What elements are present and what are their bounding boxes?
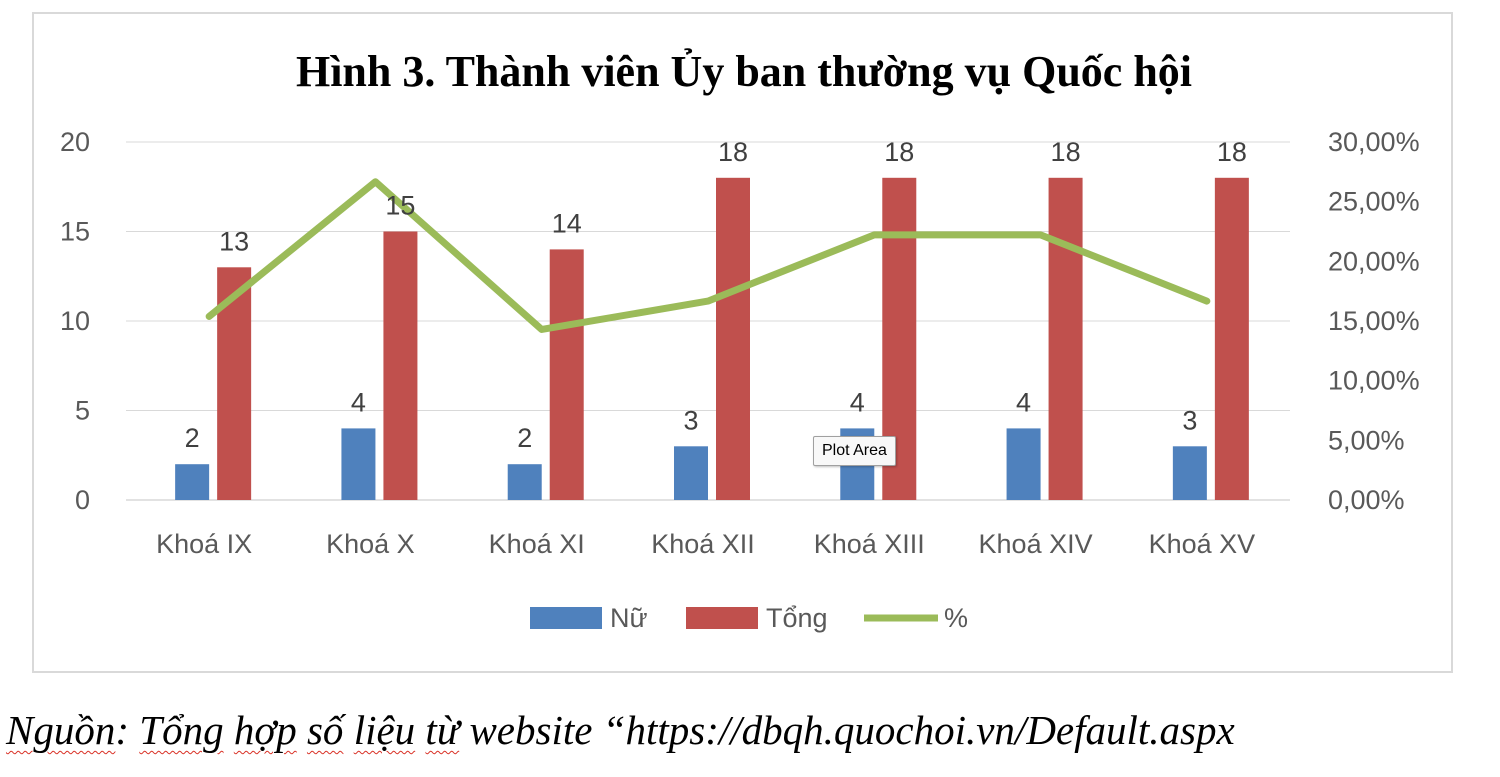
category-label: Khoá XII xyxy=(651,529,755,559)
category-label: Khoá XIV xyxy=(979,529,1093,559)
data-label-nu: 4 xyxy=(351,387,366,417)
data-label-nu: 2 xyxy=(517,423,532,453)
right-axis-tick: 30,00% xyxy=(1328,127,1420,157)
left-axis-tick: 5 xyxy=(75,396,90,426)
source-word-6: từ xyxy=(425,707,460,753)
bar-nu xyxy=(507,464,542,500)
bar-nu xyxy=(175,464,210,500)
source-word-1: Nguồn xyxy=(6,707,116,753)
category-label: Khoá IX xyxy=(156,529,252,559)
source-space-3 xyxy=(343,707,353,753)
chart-title: Hình 3. Thành viên Ủy ban thường vụ Quốc… xyxy=(296,47,1192,96)
data-label-tong: 18 xyxy=(1217,137,1247,167)
bar-nu xyxy=(1006,428,1041,500)
bar-nu xyxy=(1172,446,1207,500)
legend-label-percent: % xyxy=(944,603,968,633)
category-label: Khoá X xyxy=(326,529,415,559)
category-axis: Khoá IX Khoá X Khoá XI Khoá XII Khoá XIII Kho… xyxy=(156,529,1255,559)
left-axis-tick: 15 xyxy=(60,217,90,247)
right-axis-tick: 0,00% xyxy=(1328,485,1405,515)
bar-tong xyxy=(549,249,584,500)
source-word-5: liệu xyxy=(353,707,416,753)
category-label: Khoá XIII xyxy=(814,529,925,559)
data-label-tong: 13 xyxy=(219,226,249,256)
right-axis-tick: 15,00% xyxy=(1328,306,1420,336)
source-space-2 xyxy=(297,707,307,753)
right-axis-tick: 20,00% xyxy=(1328,246,1420,276)
bar-nu xyxy=(341,428,376,500)
legend-swatch-nu xyxy=(530,607,602,629)
data-label-nu: 3 xyxy=(1182,405,1197,435)
source-note: Nguồn: Tổng hợp số liệu từ website “http… xyxy=(6,706,1500,754)
percent-line xyxy=(205,178,1211,333)
data-label-tong: 18 xyxy=(884,137,914,167)
bar-nu xyxy=(674,446,708,500)
left-axis: 0 5 10 15 20 xyxy=(60,127,90,515)
right-axis-tick: 5,00% xyxy=(1328,425,1405,455)
right-axis: 0,00% 5,00% 10,00% 15,00% 20,00% 25,00% 30,00% xyxy=(1328,127,1420,515)
bars xyxy=(175,177,1249,501)
source-word-4: số xyxy=(306,707,344,753)
data-label-tong: 15 xyxy=(385,191,415,221)
chart: Hình 3. Thành viên Ủy ban thường vụ Quốc… xyxy=(60,47,1420,633)
left-axis-tick: 20 xyxy=(60,127,90,157)
data-label-tong: 18 xyxy=(718,137,748,167)
source-space-4 xyxy=(415,707,425,753)
category-label: Khoá XV xyxy=(1149,529,1256,559)
bar-tong xyxy=(1048,177,1083,501)
bar-tong xyxy=(383,231,418,500)
left-axis-tick: 10 xyxy=(60,306,90,336)
data-label-tong: 14 xyxy=(552,208,582,238)
source-word-2: Tổng xyxy=(139,707,224,753)
legend-label-tong: Tổng xyxy=(766,603,828,633)
data-labels: 2 13 4 15 2 14 3 18 4 18 4 18 3 18 xyxy=(185,137,1247,453)
percent-line-path xyxy=(205,178,1211,333)
chart-frame: Hình 3. Thành viên Ủy ban thường vụ Quốc… xyxy=(32,12,1453,673)
bar-tong xyxy=(1214,177,1249,501)
legend-swatch-tong xyxy=(686,607,758,629)
legend[interactable]: Nữ Tổng% xyxy=(530,603,968,633)
source-rest: website “https://dbqh.quochoi.vn/Default… xyxy=(459,707,1235,753)
category-label: Khoá XI xyxy=(489,529,585,559)
source-space-1 xyxy=(224,707,234,753)
source-word-3: hợp xyxy=(233,707,297,753)
bar-tong xyxy=(716,177,750,501)
data-label-tong: 18 xyxy=(1051,137,1081,167)
left-axis-tick: 0 xyxy=(75,485,90,515)
source-colon: : xyxy=(115,707,140,753)
plot-area-tooltip: Plot Area xyxy=(813,436,896,466)
right-axis-tick: 10,00% xyxy=(1328,366,1420,396)
data-label-nu: 2 xyxy=(185,423,200,453)
data-label-nu: 3 xyxy=(683,405,698,435)
legend-label-nu: Nữ xyxy=(610,603,648,633)
right-axis-tick: 25,00% xyxy=(1328,187,1420,217)
data-label-nu: 4 xyxy=(850,387,865,417)
data-label-nu: 4 xyxy=(1016,387,1031,417)
